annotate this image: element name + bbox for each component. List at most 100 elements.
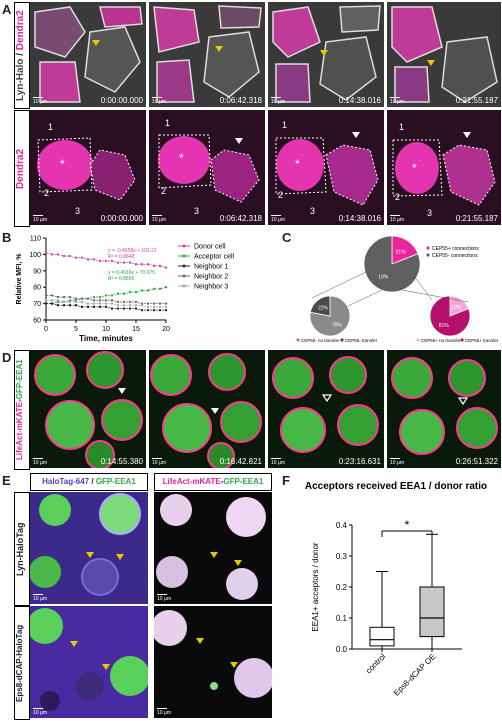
panel-a-row2-image-2: * 1 2 3 10 µm 0:06:42.318 [149,110,265,225]
legend-marker [296,338,300,342]
data-point [110,294,114,297]
legend-marker [182,254,186,258]
gfp-eea1-label: GFP-EEA1 [15,359,24,400]
legend-label: CEP55+ connections [432,246,479,252]
data-point [80,305,84,309]
y-tick-label: 110 [30,236,41,243]
gfp-eea1-label: GFP-EEA1 [223,477,264,486]
panel-letter-f: F [282,473,290,488]
scalebar: 10 µm [33,215,47,223]
lifeact-label: LifeAct-mKATE [15,402,24,461]
scalebar: 10 µm [152,97,166,105]
panel-a-row2-label-box: Dendra2 [14,110,30,227]
data-point [98,259,102,263]
panel-d-label-box: LifeAct-mKATE-GFP-EEA1 [14,350,30,470]
data-point [158,305,162,309]
micrograph-lyn-lifeact [154,492,272,604]
legend-label: CEP55- no transfer [301,338,340,343]
data-point [92,299,96,302]
data-point [74,256,78,259]
legend-label: CEP55+ transfer [465,338,499,343]
legend-marker [182,284,186,288]
panel-letter-d: D [2,350,12,365]
data-point [134,300,138,304]
data-point [86,258,90,261]
data-point [98,295,102,299]
y-tick-label: 0.3 [336,552,348,561]
scalebar: 10 µm [271,215,285,223]
timestamp: 0:06:42.318 [219,96,262,105]
data-point [122,261,126,264]
micrograph-dendra-4: * [387,110,501,225]
data-point [86,305,90,309]
data-point [74,304,78,307]
data-point [110,299,114,302]
x-tick-label: 15 [132,326,140,333]
data-point [140,263,144,266]
data-point [152,308,156,312]
data-point [122,300,126,304]
connector-line [413,275,433,301]
data-point [44,299,48,302]
pie-label: 81% [396,249,407,255]
data-point [128,300,132,304]
gfp-eea1-label: GFP-EEA1 [95,477,136,486]
data-point [164,286,168,289]
data-point [158,264,162,268]
panel-e-image-r1c2: 10 µm [154,492,272,604]
x-tick-label: control [364,652,388,676]
data-point [158,302,162,305]
timestamp: 0:26:51.322 [455,457,498,466]
significance-mark: * [405,518,410,532]
micrograph-lyn-dendra-4 [387,2,501,107]
legend-label: CEP55- connections [432,253,478,259]
cell-label: 1 [165,118,171,128]
data-point [110,307,114,310]
scalebar: 10 µm [152,215,166,223]
connector-line [347,289,383,307]
y-axis-label: Relative MFI, % [16,253,23,305]
micrograph-lyn-halo-merge [30,492,148,604]
pie-charts-cep55: 81%19%78%22% 19%81%CEP55+ connectionsCEP5… [296,235,499,343]
dendra2-label: Dendra2 [15,10,26,51]
svg-text:*: * [412,161,417,175]
scalebar: 10 µm [271,97,285,105]
data-point [80,297,84,300]
legend-marker [416,338,420,342]
micrograph-lifeact-2 [149,350,265,468]
micrograph-dendra-2: * [149,110,265,225]
timestamp: 0:14:55.380 [100,457,143,466]
y-tick-label: 0.4 [336,521,348,530]
data-point [74,299,78,302]
cell-label: 2 [395,192,401,202]
data-point [74,300,78,304]
panel-a-row2-image-3: * 1 2 3 10 µm 0:14:38.016 [268,110,384,225]
data-point [116,307,120,310]
micrograph-lifeact-1 [30,350,146,468]
panel-e-header-left: HaloTag-647 / GFP-EEA1 [30,473,148,491]
panel-e-image-r2c1: 10 µm [30,606,148,718]
legend-label: Acceptor cell [194,254,235,261]
panel-a-row2-image-4: * 1 2 3 10 µm 0:21:55.187 [387,110,501,225]
scalebar: 10 µm [390,458,404,466]
panel-d-image-4: 10 µm 0:26:51.322 [387,350,501,468]
pie-slice [309,295,351,337]
legend-label: Neighbor 2 [194,274,228,281]
data-point [128,290,132,294]
data-point [104,294,108,297]
r2-text: R² = 0.8648 [108,254,134,260]
svg-text:*: * [60,157,65,171]
connector-line [401,289,469,303]
data-point [158,308,162,312]
data-point [152,305,156,309]
legend-marker [182,264,186,268]
data-point [134,307,138,310]
data-point [116,292,120,295]
data-point [104,299,108,302]
data-point [164,302,168,305]
panel-a-row2-image-1: * 1 2 3 10 µm 0:00:00.000 [30,110,146,225]
legend-label: Donor cell [194,244,226,251]
data-point [152,302,156,305]
data-point [62,254,66,258]
data-point [140,289,144,292]
